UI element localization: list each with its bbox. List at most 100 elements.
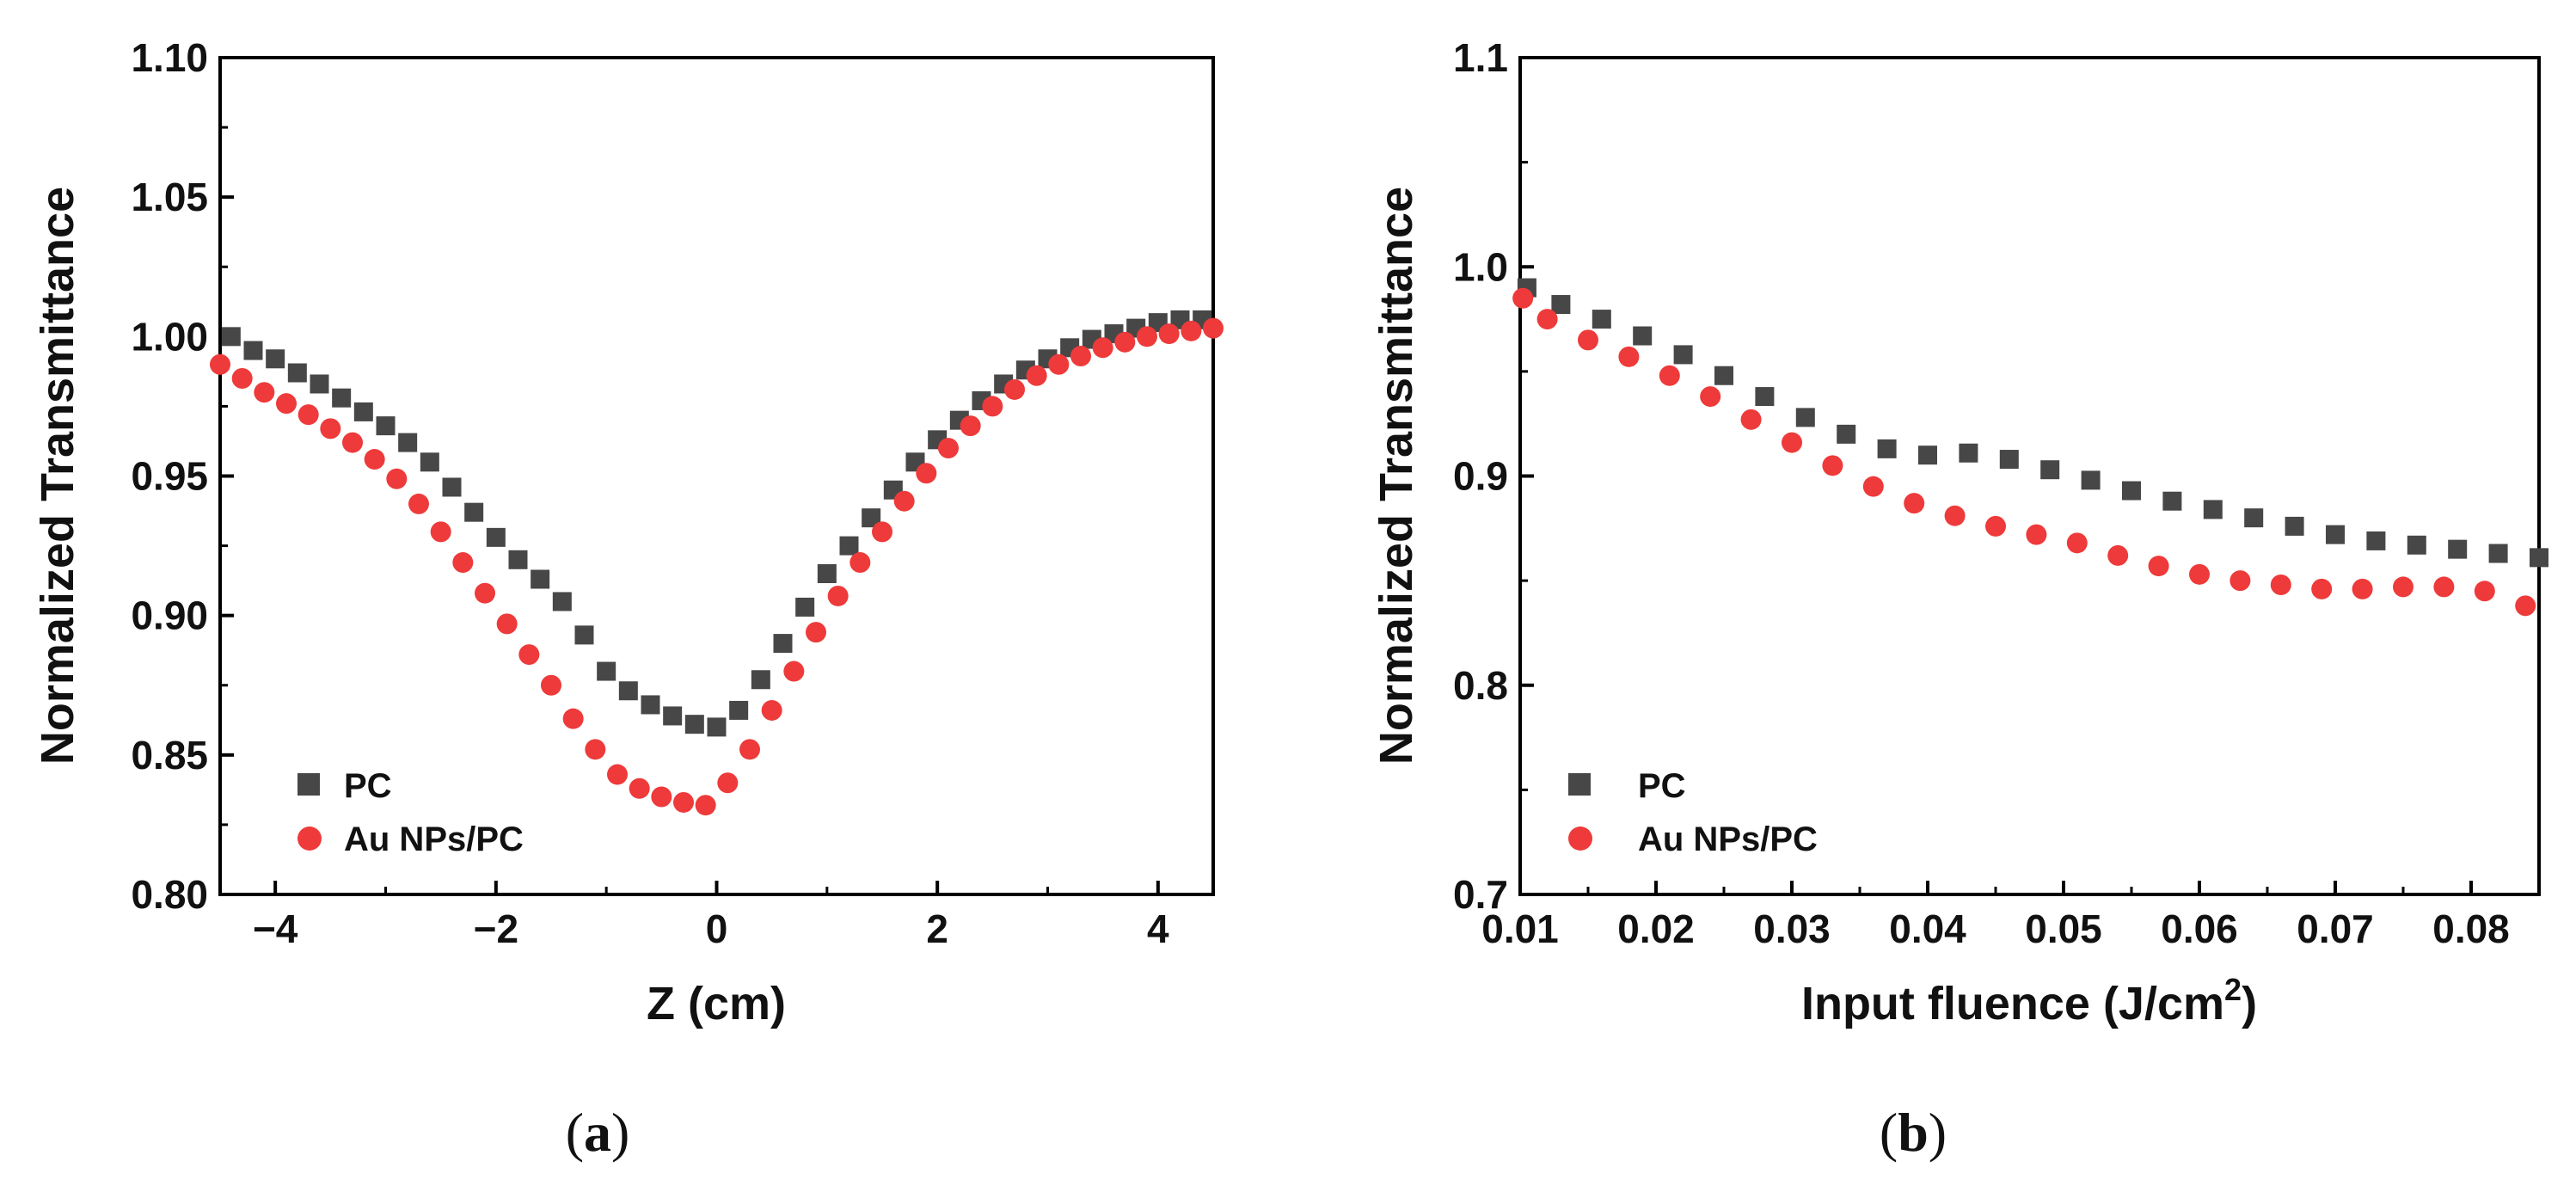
panel-b-point-pc	[2285, 516, 2304, 536]
panel-a-point-pc	[287, 363, 307, 383]
panel-a-point-au-nps-pc	[1092, 337, 1113, 359]
panel-a-point-au-nps-pc	[1203, 317, 1224, 339]
panel-b-point-au-nps-pc	[2515, 595, 2536, 617]
panel-a-point-au-nps-pc	[916, 463, 937, 484]
panel-a-series-pc	[221, 310, 1212, 737]
panel-a-point-au-nps-pc	[518, 644, 540, 666]
panel-a-point-au-nps-pc	[1181, 320, 1202, 341]
panel-a-point-au-nps-pc	[651, 786, 672, 808]
panel-a-x-ticks: −4 −2 0 2 4	[253, 881, 1169, 951]
panel-b-point-au-nps-pc	[1659, 365, 1680, 386]
panel-a-point-au-nps-pc	[364, 449, 385, 470]
panel-a-point-au-nps-pc	[276, 393, 297, 415]
panel-b-data-points	[1512, 278, 2548, 617]
panel-b-point-au-nps-pc	[1700, 386, 1721, 408]
panel-a-legend-marker-au	[297, 827, 322, 851]
panel-b-point-au-nps-pc	[1944, 505, 1966, 526]
panel-b-point-pc	[2407, 535, 2426, 555]
panel-a-caption: (a)	[566, 1102, 630, 1163]
panel-a-point-au-nps-pc	[629, 777, 650, 799]
panel-a-point-au-nps-pc	[827, 585, 849, 606]
panel-b-point-au-nps-pc	[2229, 570, 2251, 592]
panel-a-point-pc	[508, 550, 528, 569]
panel-a-point-pc	[552, 592, 572, 611]
panel-b-point-au-nps-pc	[2189, 563, 2210, 585]
panel-b-series-pc	[1517, 278, 2548, 568]
panel-b-x-tick-label: 0.02	[1617, 906, 1695, 951]
panel-b-point-au-nps-pc	[2026, 524, 2047, 545]
panel-a-point-pc	[839, 536, 859, 556]
panel-a-point-au-nps-pc	[342, 432, 363, 453]
panel-a-caption-letter: a	[584, 1102, 611, 1163]
panel-a-legend-label-pc: PC	[344, 767, 392, 805]
panel-a-point-au-nps-pc	[541, 674, 561, 696]
panel-b-x-tick-label: 0.01	[1481, 906, 1559, 951]
panel-a-point-au-nps-pc	[496, 613, 518, 635]
panel-a-point-au-nps-pc	[783, 661, 805, 682]
panel-a-point-au-nps-pc	[297, 404, 319, 426]
panel-b-point-pc	[1837, 424, 1856, 444]
panel-b-point-au-nps-pc	[1618, 346, 1640, 367]
panel-a-point-au-nps-pc	[1158, 323, 1180, 345]
panel-b-x-tick-label: 0.04	[1889, 906, 1966, 951]
panel-a-point-au-nps-pc	[1026, 365, 1047, 386]
panel-b-y-tick-label: 0.7	[1453, 872, 1508, 917]
panel-a-point-pc	[310, 374, 329, 394]
panel-a-point-au-nps-pc	[761, 699, 782, 721]
panel-a-x-tick-label: 4	[1147, 906, 1169, 951]
panel-b-x-axis-title-main: Input fluence (J/cm	[1801, 978, 2224, 1029]
panel-a-point-pc	[442, 477, 462, 497]
panel-b-point-au-nps-pc	[2066, 532, 2088, 554]
panel-a-point-au-nps-pc	[386, 468, 408, 489]
panel-b-x-ticks: 0.01 0.02 0.03 0.04 0.05 0.06 0.07 0.08	[1481, 881, 2510, 951]
panel-a-point-pc	[684, 715, 704, 734]
panel-b-point-au-nps-pc	[1822, 455, 1843, 476]
panel-a-point-pc	[751, 670, 770, 690]
panel-b-point-au-nps-pc	[1740, 409, 1762, 430]
panel-a-point-au-nps-pc	[872, 521, 892, 543]
panel-a-point-pc	[531, 569, 550, 589]
panel-b-point-pc	[2162, 491, 2182, 511]
panel-b-point-au-nps-pc	[2433, 576, 2455, 598]
panel-b-point-pc	[2122, 481, 2141, 501]
panel-b-point-pc	[1551, 295, 1571, 315]
panel-b-point-pc	[2040, 460, 2060, 480]
panel-a-point-au-nps-pc	[452, 552, 474, 574]
panel-a-point-pc	[773, 634, 793, 654]
panel-b-point-au-nps-pc	[1512, 287, 1534, 309]
panel-b-legend-marker-pc	[1568, 773, 1591, 796]
panel-a-point-au-nps-pc	[938, 438, 959, 459]
panel-a-point-au-nps-pc	[893, 490, 915, 512]
panel-a-point-au-nps-pc	[607, 764, 628, 785]
panel-a-point-pc	[795, 597, 815, 617]
panel-b-legend: PC Au NPs/PC	[1568, 767, 1818, 858]
panel-b-point-au-nps-pc	[1536, 309, 1558, 330]
panel-b-point-pc	[2488, 544, 2508, 563]
panel-a-point-au-nps-pc	[1004, 378, 1025, 400]
panel-a-point-au-nps-pc	[717, 772, 739, 794]
panel-b-point-au-nps-pc	[1862, 476, 1884, 497]
panel-b-point-pc	[2530, 548, 2548, 568]
panel-b-point-au-nps-pc	[2393, 576, 2413, 598]
panel-a: −4 −2 0 2 4 0.80 0.85 0.90 0.95 1.00 1.05 1.10 Z (…	[32, 35, 1224, 1163]
panel-b-point-au-nps-pc	[2474, 581, 2495, 602]
panel-a-x-tick-label: 2	[926, 906, 948, 951]
panel-b-point-au-nps-pc	[1985, 515, 2006, 537]
panel-a-x-tick-label: −4	[253, 906, 298, 951]
panel-a-point-pc	[266, 349, 285, 369]
panel-a-x-tick-label: 0	[706, 906, 728, 951]
panel-a-point-au-nps-pc	[408, 493, 429, 514]
panel-a-y-tick-label: 0.90	[131, 593, 208, 638]
panel-a-point-pc	[618, 681, 638, 701]
panel-a-point-pc	[464, 502, 484, 522]
panel-a-x-axis-title: Z (cm)	[647, 978, 786, 1029]
panel-b-point-pc	[1877, 439, 1897, 458]
panel-a-x-tick-label: −2	[474, 906, 518, 951]
panel-a-point-pc	[398, 433, 418, 452]
panel-b-x-axis-title: Input fluence (J/cm2)	[1801, 972, 2257, 1029]
panel-a-point-pc	[817, 564, 837, 584]
panel-a-y-tick-label: 1.05	[131, 175, 208, 219]
panel-b-point-pc	[1755, 387, 1775, 407]
panel-a-y-tick-label: 0.85	[131, 733, 208, 777]
